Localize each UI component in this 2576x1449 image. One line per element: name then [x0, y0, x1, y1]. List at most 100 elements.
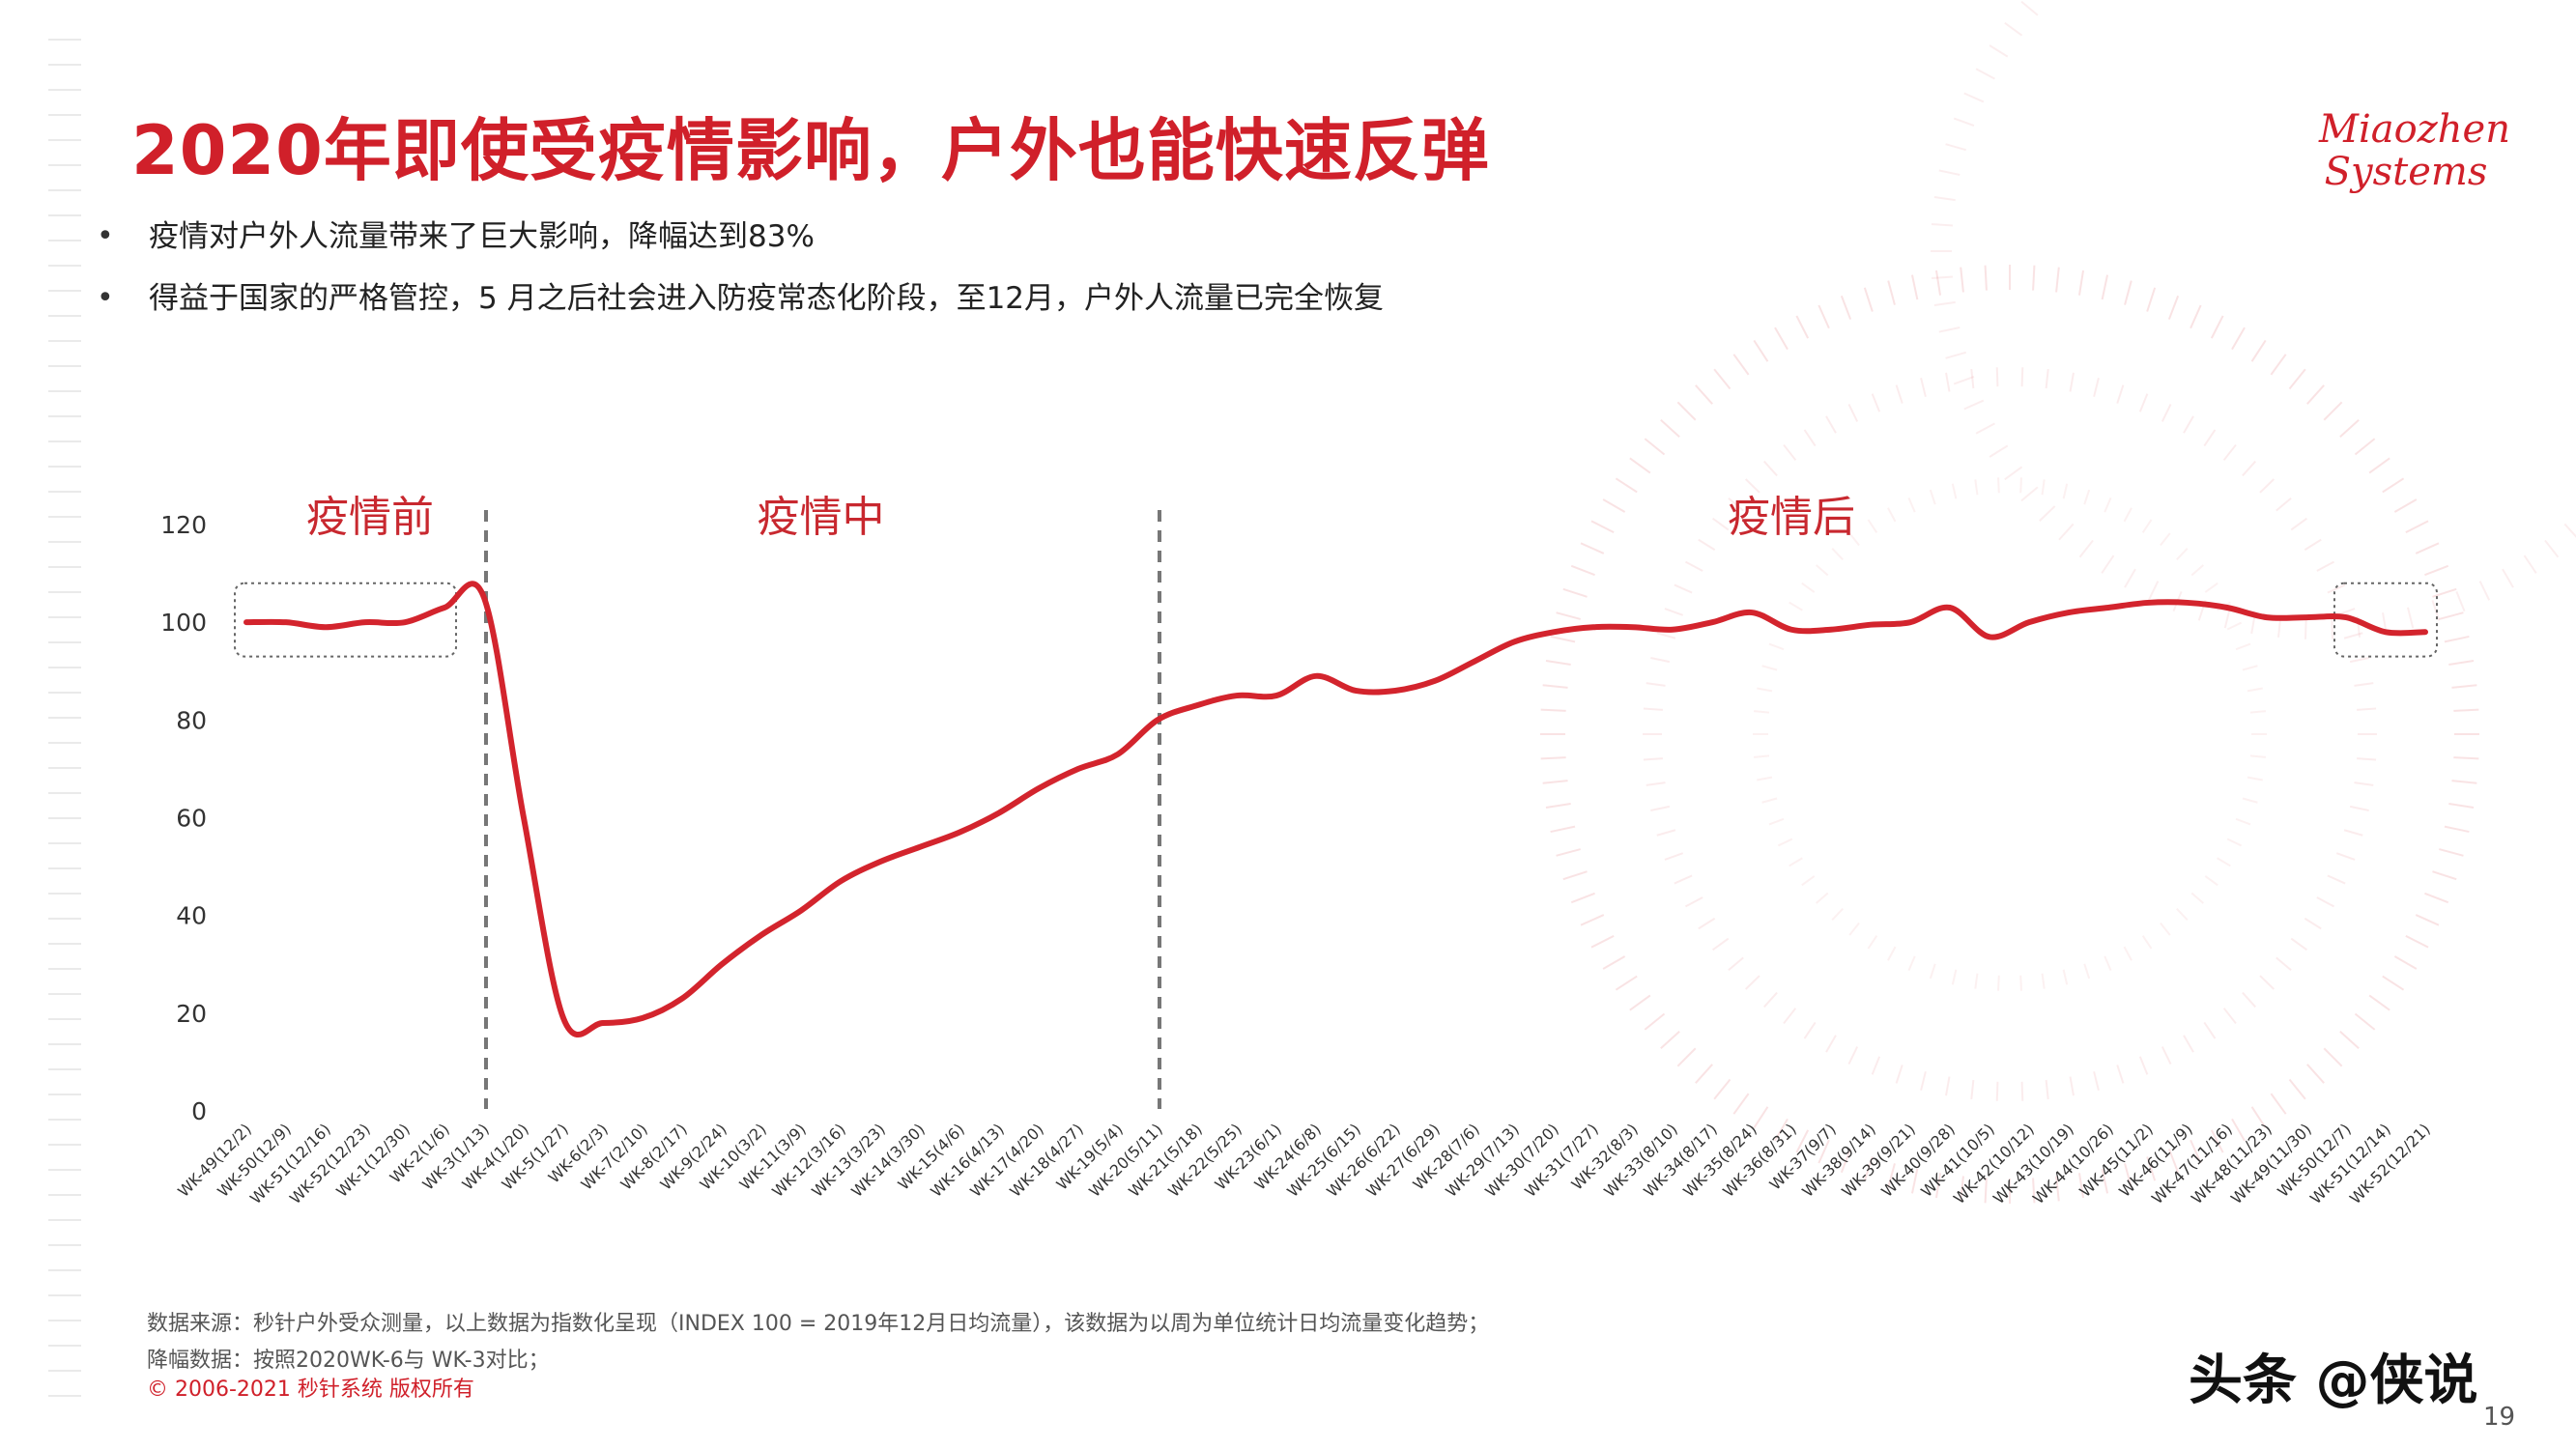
- decorative-tick: [1931, 222, 1953, 227]
- decorative-tick: [2357, 757, 2377, 761]
- y-tick-label: 60: [176, 805, 207, 833]
- decorative-tick: [2032, 1178, 2036, 1204]
- decorative-tick: [1728, 956, 1744, 972]
- decorative-tick: [2544, 539, 2560, 558]
- decorative-tick: [1550, 825, 1576, 834]
- decorative-tick: [2004, 466, 2023, 481]
- decorative-tick: [1895, 1065, 1903, 1084]
- decorative-tick: [1602, 955, 1626, 970]
- y-tick-label: 40: [176, 902, 207, 930]
- decorative-tick: [2167, 295, 2180, 320]
- decorative-tick: [2045, 368, 2049, 389]
- decorative-tick: [2160, 532, 2171, 547]
- decorative-tick: [2368, 457, 2390, 474]
- decorative-tick: [2069, 1076, 2075, 1096]
- decorative-tick: [2439, 848, 2464, 857]
- decorative-tick: [2290, 937, 2308, 952]
- decorative-tick: [1789, 857, 1803, 867]
- decorative-tick: [1753, 339, 1769, 362]
- decorative-tick: [2242, 665, 2258, 671]
- decorative-tick: [1540, 708, 1566, 712]
- decorative-tick: [1643, 757, 1663, 761]
- decorative-tick: [2327, 583, 2346, 594]
- decorative-tick: [2270, 1093, 2287, 1115]
- decorative-tick: [2032, 265, 2036, 291]
- decorative-tick: [1867, 519, 1878, 533]
- decorative-tick: [1562, 870, 1588, 881]
- decorative-tick: [2259, 975, 2275, 990]
- decorative-tick: [1895, 384, 1903, 404]
- decorative-tick: [1963, 399, 1985, 411]
- decorative-tick: [2415, 542, 2440, 554]
- decorative-tick: [2288, 368, 2306, 390]
- decorative-tick: [1887, 946, 1897, 961]
- decorative-tick: [1989, 444, 2009, 458]
- decorative-tick: [2138, 393, 2149, 412]
- decorative-tick: [2183, 1035, 2194, 1053]
- decorative-tick: [1984, 265, 1988, 291]
- decorative-tick: [1931, 275, 1953, 280]
- decorative-tick: [1984, 1178, 1988, 1204]
- decorative-tick: [1676, 401, 1697, 421]
- decorative-tick: [2270, 354, 2287, 376]
- decorative-tick: [1920, 1071, 1927, 1091]
- decorative-tick: [2222, 1008, 2237, 1025]
- decorative-tick: [1664, 608, 1684, 616]
- decorative-tick: [2323, 1047, 2343, 1067]
- decorative-tick: [1818, 1139, 1830, 1164]
- decorative-tick: [2393, 498, 2418, 513]
- decorative-tick: [2357, 707, 2377, 711]
- decorative-tick: [2190, 892, 2204, 904]
- decorative-tick: [1768, 817, 1785, 826]
- decorative-tick: [2204, 582, 2218, 593]
- decorative-tick: [2203, 1021, 2217, 1039]
- decorative-tick: [1848, 532, 1860, 547]
- decorative-tick: [2019, 477, 2022, 494]
- decorative-tick: [2116, 384, 2125, 404]
- decorative-tick: [1753, 754, 1770, 758]
- decorative-tick: [1644, 1012, 1666, 1031]
- decorative-tick: [2231, 1118, 2246, 1142]
- decorative-tick: [2101, 554, 2115, 574]
- decorative-tick: [1761, 797, 1778, 804]
- decorative-tick: [1550, 635, 1576, 643]
- decorative-tick: [1934, 1173, 1942, 1199]
- decorative-tick: [1816, 564, 1829, 577]
- decorative-tick: [2349, 657, 2369, 664]
- decorative-tick: [1590, 520, 1615, 534]
- decorative-tick: [1783, 443, 1797, 461]
- decorative-tick: [2304, 538, 2322, 552]
- decorative-tick: [1995, 1081, 1999, 1101]
- decorative-tick: [1744, 478, 1760, 494]
- decorative-tick: [2147, 581, 2160, 601]
- decorative-tick: [2020, 1081, 2024, 1101]
- decorative-tick: [2354, 682, 2374, 687]
- decorative-tick: [2247, 687, 2263, 693]
- decorative-tick: [1818, 304, 1830, 329]
- logo-line-2: Systems: [2324, 150, 2488, 194]
- decorative-tick: [1774, 327, 1789, 351]
- copyright-text: © 2006-2021 秒针系统 版权所有: [147, 1378, 474, 1402]
- decorative-tick: [1753, 1106, 1769, 1129]
- decorative-tick: [1713, 1078, 1732, 1100]
- decorative-tick: [1847, 404, 1859, 422]
- decorative-tick: [2104, 955, 2112, 971]
- decorative-tick: [2288, 1078, 2306, 1100]
- decorative-tick: [2306, 1064, 2325, 1084]
- decorative-tick: [2204, 875, 2218, 887]
- decorative-tick: [2045, 1079, 2049, 1100]
- y-tick-label: 120: [160, 511, 207, 539]
- decorative-tick: [1646, 781, 1666, 786]
- decorative-tick: [2161, 404, 2172, 422]
- decorative-tick: [1871, 393, 1881, 412]
- decorative-tick: [1997, 975, 2000, 991]
- decorative-tick: [1540, 756, 1566, 760]
- y-tick-label: 20: [176, 1000, 207, 1028]
- decorative-tick: [2167, 1149, 2180, 1174]
- decorative-tick: [1945, 351, 1966, 359]
- decorative-tick: [2183, 415, 2194, 434]
- decorative-tick: [1960, 1176, 1964, 1202]
- decorative-tick: [2190, 564, 2204, 577]
- decorative-tick: [1887, 1163, 1896, 1188]
- decorative-tick: [2093, 1071, 2100, 1091]
